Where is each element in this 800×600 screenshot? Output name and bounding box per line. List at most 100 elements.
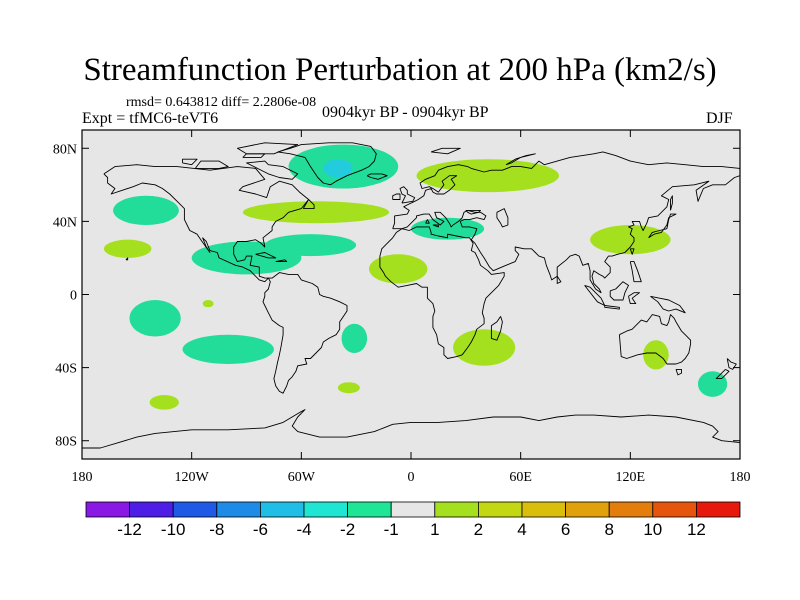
coastline-black-sea-north (465, 209, 481, 215)
anomaly-west-africa-pos (368, 254, 428, 284)
x-tick-label: 180 (72, 470, 93, 485)
anomaly-north-atlantic-pos (242, 201, 390, 224)
coastline-novaya-zemlya (505, 153, 536, 166)
colorbar-box (521, 501, 566, 518)
colorbar-label: -1 (384, 520, 399, 539)
experiment-label: Expt = tfMC6-teVT6 (82, 110, 219, 127)
anomaly-greenland-core-neg (323, 159, 353, 178)
coastline-eurasia (392, 151, 740, 294)
stats-subtitle: rmsd= 0.643812 diff= 2.2806e-08 (126, 95, 317, 110)
coastline-great-britain (399, 186, 416, 204)
coastline-newfoundland (302, 199, 315, 210)
anomaly-australia-pos (643, 340, 669, 370)
axis-ticks: 80N 40N 0 40S 80S 180 120W 60W 0 60E 120E 180 (53, 130, 751, 485)
anomaly-south-pacific-mid-neg (182, 334, 274, 364)
coastline-victoria-island (194, 160, 229, 169)
coastline-cuba (255, 252, 277, 259)
coastline-sicily (432, 224, 439, 228)
coastline-hispaniola (275, 259, 288, 263)
coastline-layer (82, 142, 740, 449)
colorbar-box (477, 501, 523, 518)
period-label: 0904kyr BP - 0904kyr BP (322, 104, 489, 121)
coastline-sulawesi (628, 292, 640, 305)
colorbar-label: -6 (253, 520, 268, 539)
colorbar-label: -4 (296, 520, 311, 539)
colorbar-box (565, 501, 610, 518)
colorbar-box (303, 501, 348, 518)
coastline-south-america (262, 272, 348, 394)
colorbar-box (390, 501, 436, 518)
coastline-hawaii (125, 257, 129, 261)
coastline-new-zealand-south (715, 369, 730, 380)
colorbar: -12 -10 -8 -6 -4 -2 -1 1 2 4 6 8 10 12 (85, 501, 741, 539)
anomaly-small-pacific-pos (202, 299, 214, 308)
anomaly-subtropical-atlantic-neg (264, 234, 357, 257)
colorbar-box (85, 501, 130, 518)
colorbar-box (652, 501, 697, 518)
colorbar-box (216, 501, 261, 518)
x-tick-label: 120W (175, 470, 210, 485)
coastline-tasmania (675, 368, 682, 376)
colorbar-label: 6 (561, 520, 570, 539)
colorbar-label: -10 (161, 520, 186, 539)
colorbar-box (434, 501, 479, 518)
anomaly-south-pacific-neg (129, 299, 181, 337)
x-tick-label: 60E (509, 470, 532, 485)
coastline-africa (379, 226, 505, 359)
colorbar-box (129, 501, 174, 518)
colorbar-box (608, 501, 654, 518)
colorbar-label: 1 (430, 520, 439, 539)
coastline-taiwan (629, 248, 635, 255)
coastline-svalbard (430, 147, 461, 155)
colorbar-label: 2 (474, 520, 483, 539)
x-tick-label: 60W (288, 470, 316, 485)
coastline-sri-lanka (556, 275, 562, 284)
coastline-new-guinea (650, 295, 686, 314)
anomaly-east-asia-pos (590, 225, 671, 255)
colorbar-label: 10 (643, 520, 662, 539)
coastline-banks-island (182, 158, 198, 166)
y-tick-label: 80N (53, 142, 77, 157)
coastline-sumatra (584, 284, 606, 306)
colorbar-label: 8 (604, 520, 613, 539)
colorbar-box (347, 501, 392, 518)
season-label: DJF (706, 110, 733, 127)
coastline-iceland (366, 173, 388, 180)
anomaly-new-zealand-neg (697, 371, 728, 397)
coastline-ireland (392, 193, 401, 200)
colorbar-label: -2 (340, 520, 355, 539)
coastline-australia (618, 314, 692, 365)
coastline-baffin-island (246, 160, 299, 180)
x-tick-label: 180 (730, 470, 751, 485)
y-tick-label: 80S (55, 435, 77, 450)
coastline-madagascar (490, 316, 503, 341)
colorbar-label: -8 (209, 520, 224, 539)
y-tick-label: 40S (55, 362, 77, 377)
colorbar-label: 4 (517, 520, 526, 539)
coastline-caspian-sea (496, 208, 509, 228)
anomaly-southern-africa-pos (453, 329, 516, 366)
anomaly-southeast-pacific-pos (149, 395, 179, 410)
coastline-sakhalin (670, 195, 673, 211)
colorbar-label: 12 (687, 520, 706, 539)
coastline-java (604, 305, 620, 310)
coastline-philippines (629, 261, 642, 283)
map-background (82, 130, 740, 459)
colorbar-box (172, 501, 218, 518)
plot-title: Streamfunction Perturbation at 200 hPa (… (83, 52, 717, 88)
colorbar-label: -12 (117, 520, 142, 539)
coastline-devon-island (242, 153, 266, 158)
coastline-new-zealand-north (726, 358, 737, 370)
anomaly-north-pacific-neg (113, 195, 179, 226)
y-tick-label: 40N (53, 215, 77, 230)
anomaly-east-pacific-pos (103, 239, 152, 258)
coastline-antarctica (82, 409, 740, 449)
coastline-japan (648, 213, 677, 239)
coastline-north-america (103, 164, 310, 283)
anomaly-south-atlantic-small-pos (337, 382, 360, 394)
x-tick-label: 120E (616, 470, 646, 485)
coastline-greenland (277, 142, 377, 186)
anomaly-scandinavia-pos (416, 159, 560, 193)
colorbar-box (259, 501, 305, 518)
